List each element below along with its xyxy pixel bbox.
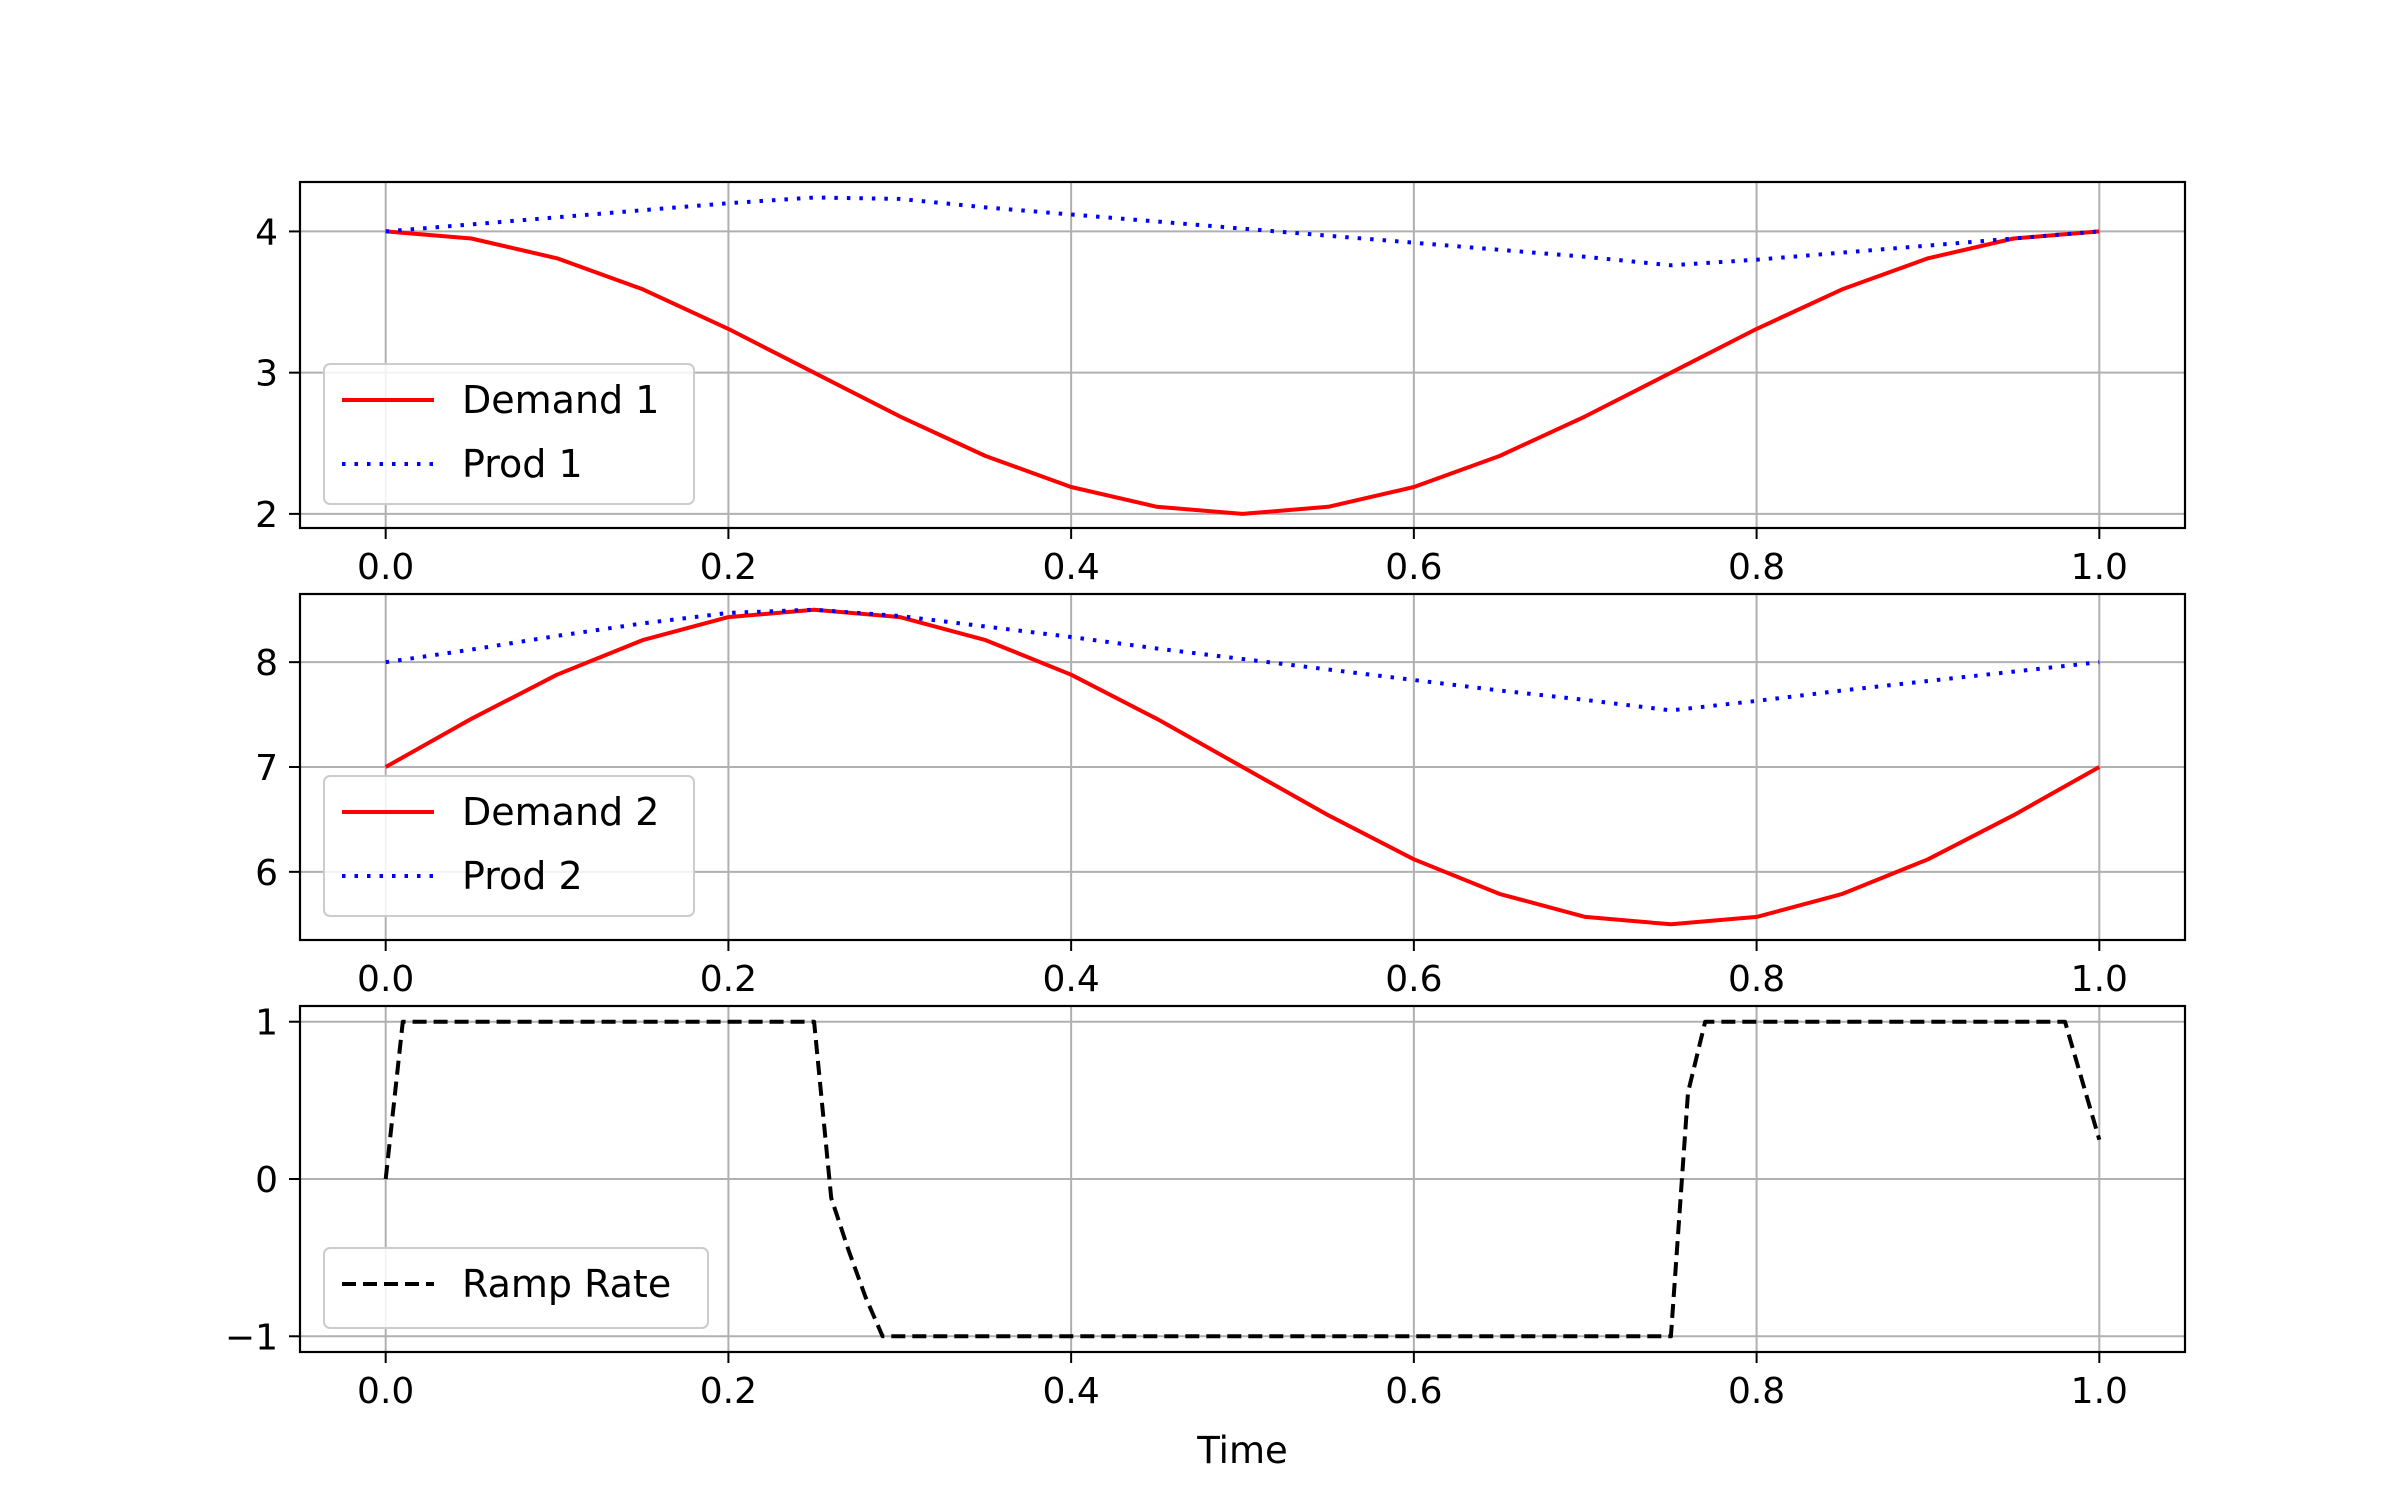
x-tick-label: 0.2 bbox=[700, 547, 757, 588]
x-tick-label: 0.4 bbox=[1043, 959, 1100, 1000]
x-tick-label: 0.0 bbox=[357, 959, 414, 1000]
y-tick-label: 6 bbox=[255, 853, 278, 894]
legend: Demand 2 Prod 2 bbox=[323, 775, 695, 917]
x-tick-label: 0.2 bbox=[700, 1371, 757, 1412]
legend: Ramp Rate bbox=[323, 1247, 709, 1329]
x-tick-label: 0.0 bbox=[357, 547, 414, 588]
x-axis-label: Time bbox=[1196, 1429, 1288, 1472]
series-line-demand-2 bbox=[384, 607, 2101, 927]
x-tick-label: 0.6 bbox=[1385, 959, 1442, 1000]
x-tick-label: 0.4 bbox=[1043, 547, 1100, 588]
x-tick-label: 0.6 bbox=[1385, 547, 1442, 588]
x-tick-label: 1.0 bbox=[2071, 959, 2128, 1000]
legend-label: Demand 2 bbox=[462, 790, 659, 834]
y-tick-label: 0 bbox=[255, 1160, 278, 1201]
x-tick-label: 0.4 bbox=[1043, 1371, 1100, 1412]
x-tick-label: 0.8 bbox=[1728, 547, 1785, 588]
y-tick-label: −1 bbox=[225, 1317, 278, 1358]
legend-box bbox=[323, 1247, 709, 1329]
y-tick-label: 3 bbox=[255, 354, 278, 395]
x-tick-label: 0.2 bbox=[700, 959, 757, 1000]
y-tick-label: 2 bbox=[255, 495, 278, 536]
x-tick-label: 0.8 bbox=[1728, 959, 1785, 1000]
y-tick-label: 4 bbox=[255, 212, 278, 253]
legend-label: Ramp Rate bbox=[462, 1262, 671, 1306]
legend: Demand 1 Prod 1 bbox=[323, 363, 695, 505]
y-tick-label: 8 bbox=[255, 643, 278, 684]
series-line-prod-2 bbox=[385, 607, 2100, 713]
legend-label: Demand 1 bbox=[462, 378, 659, 422]
x-tick-label: 1.0 bbox=[2071, 547, 2128, 588]
x-tick-label: 0.0 bbox=[357, 1371, 414, 1412]
x-tick-label: 0.6 bbox=[1385, 1371, 1442, 1412]
legend-label: Prod 1 bbox=[462, 442, 583, 486]
x-tick-label: 1.0 bbox=[2071, 1371, 2128, 1412]
series-line-demand-1 bbox=[385, 229, 2100, 516]
y-tick-label: 1 bbox=[255, 1003, 278, 1044]
y-tick-label: 7 bbox=[255, 748, 278, 789]
axes-frame bbox=[298, 180, 2187, 530]
legend-label: Prod 2 bbox=[462, 854, 583, 898]
panel-2: 0.0 0.2 0.4 0.6 0.8 1.0 6 7 8 Demand 2 Prod 2 bbox=[255, 592, 2187, 1000]
panel-1: 0.0 0.2 0.4 0.6 0.8 1.0 2 3 4 Demand 1 Prod 1 bbox=[255, 180, 2187, 588]
panel-3: 0.0 0.2 0.4 0.6 0.8 1.0 −1 0 1 Ramp Rate Time bbox=[225, 1003, 2187, 1472]
x-tick-label: 0.8 bbox=[1728, 1371, 1785, 1412]
series-line-ramp-rate bbox=[383, 1019, 2102, 1339]
